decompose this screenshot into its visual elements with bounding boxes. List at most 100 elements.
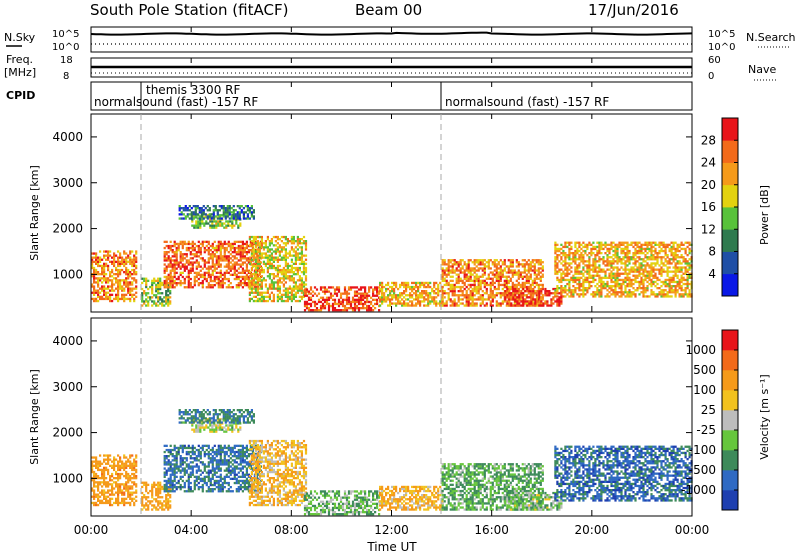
power-cell (123, 250, 126, 253)
power-cell (582, 291, 585, 294)
power-cell (427, 294, 430, 297)
power-cell (229, 246, 232, 250)
power-cell (684, 252, 687, 255)
power-cell (582, 285, 585, 288)
power-cell (616, 280, 619, 284)
power-cell (529, 275, 532, 278)
velocity-cell (131, 468, 134, 472)
power-cell (608, 249, 611, 253)
power-cell (437, 292, 440, 295)
power-cell (413, 281, 416, 285)
power-cell (304, 254, 308, 257)
power-cell (109, 260, 112, 263)
power-cell (513, 292, 516, 295)
power-cell (525, 277, 528, 280)
power-cell (590, 274, 593, 277)
power-cell (236, 215, 239, 218)
power-cell (598, 249, 601, 253)
power-cell (610, 266, 613, 269)
power-cell (189, 246, 192, 250)
power-cell (286, 271, 289, 274)
velocity-cell (97, 493, 100, 496)
power-cell (451, 287, 454, 291)
power-cell (260, 295, 263, 298)
power-cell (541, 298, 544, 301)
power-cell (618, 241, 621, 244)
power-cell (272, 287, 275, 290)
power-cell (260, 291, 263, 294)
velocity-cell (101, 499, 104, 502)
power-cell (229, 242, 232, 246)
power-cell (113, 262, 116, 265)
power-cell (630, 256, 633, 259)
power-cell (252, 254, 255, 257)
power-cell (177, 249, 180, 252)
power-cell (107, 295, 110, 298)
power-cell (638, 262, 641, 265)
power-cell (527, 277, 530, 280)
power-cell (666, 278, 669, 282)
power-cell (465, 302, 468, 305)
power-cell (93, 287, 96, 290)
power-cell (688, 262, 691, 265)
power-cell (395, 283, 398, 287)
power-cell (616, 274, 619, 277)
velocity-cell (107, 485, 110, 488)
power-cell (592, 268, 595, 271)
power-cell (329, 286, 333, 289)
velocity-cell (123, 501, 126, 505)
power-cell (101, 266, 104, 270)
power-cell (537, 277, 540, 280)
power-cell (433, 290, 436, 293)
power-cell (453, 259, 456, 262)
power-cell (240, 209, 243, 212)
power-cell (337, 304, 341, 308)
power-cell (282, 256, 285, 259)
power-cell (650, 241, 653, 244)
power-cell (614, 289, 617, 292)
velocity-cell (91, 468, 94, 472)
power-cell (457, 300, 460, 303)
power-cell (121, 279, 124, 282)
power-cell (197, 255, 200, 258)
power-cell (441, 285, 444, 289)
power-cell (527, 259, 530, 262)
power-cell (127, 297, 130, 301)
power-cell (495, 279, 498, 282)
power-cell (165, 267, 168, 270)
power-cell (650, 293, 653, 296)
power-cell (642, 285, 645, 288)
power-cell (664, 260, 667, 263)
power-cell (286, 266, 289, 270)
power-cell (215, 275, 218, 279)
power-cell (541, 265, 544, 268)
power-cell (588, 280, 591, 284)
power-cell (674, 258, 677, 261)
power-cell (642, 280, 645, 284)
power-cell (648, 278, 651, 282)
power-cell (469, 273, 472, 276)
power-cell (119, 281, 122, 284)
power-cell (562, 245, 565, 249)
power-cell (469, 304, 472, 307)
power-cell (182, 207, 185, 210)
power-cell (175, 263, 178, 266)
power-cell (574, 270, 577, 273)
velocity-cell (135, 464, 138, 467)
power-cell (634, 247, 637, 251)
velocity-cell (127, 487, 130, 490)
power-cell (337, 309, 341, 312)
power-cell (656, 252, 659, 255)
power-cell (260, 297, 263, 301)
power-cell (317, 309, 321, 312)
power-cell (574, 241, 577, 244)
power-cell (686, 274, 689, 277)
power-cell (537, 261, 540, 264)
power-cell (175, 261, 178, 264)
power-cell (596, 293, 599, 296)
power-cell (290, 289, 293, 292)
power-cell (129, 275, 132, 278)
velocity-cell (119, 466, 122, 469)
power-cell (417, 285, 420, 289)
power-cell (522, 300, 525, 303)
